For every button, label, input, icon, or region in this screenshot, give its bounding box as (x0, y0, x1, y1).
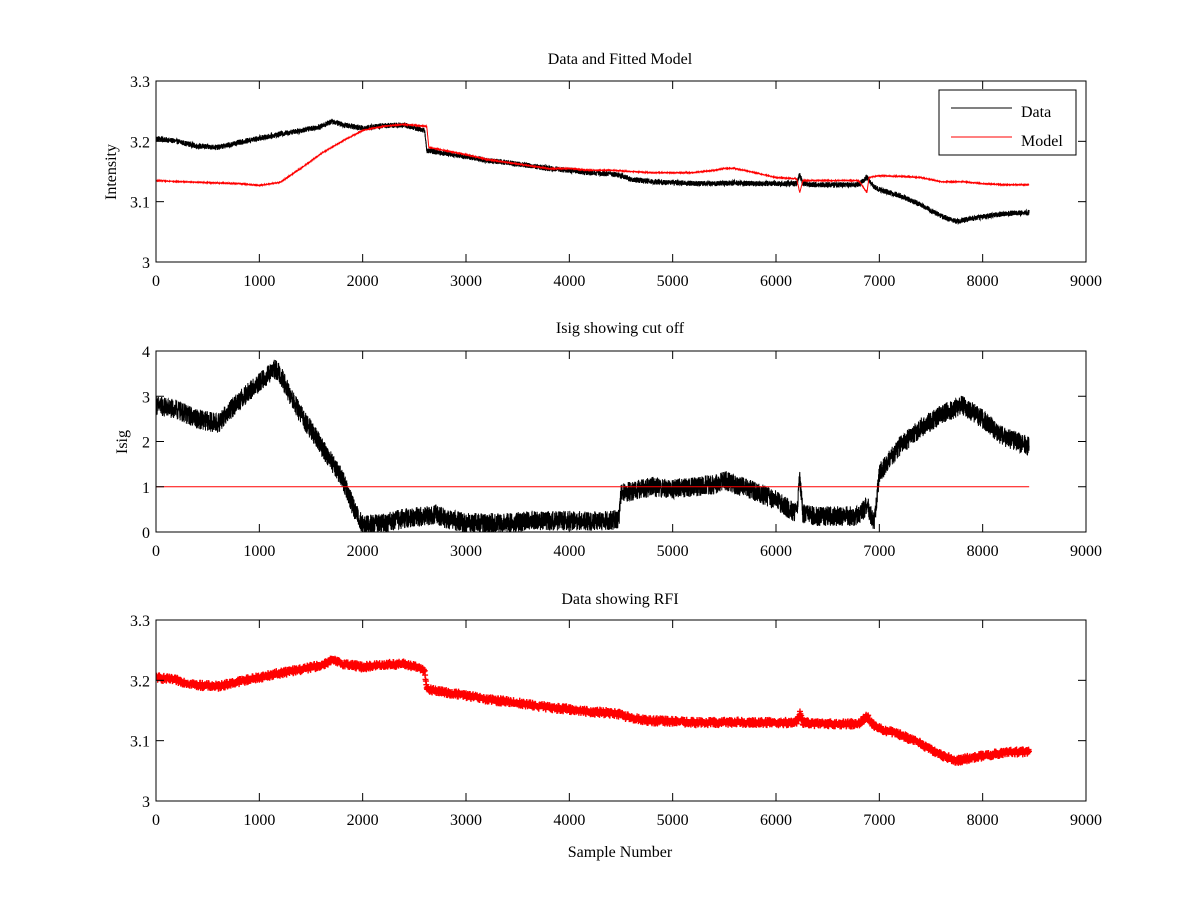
line-series-data (156, 118, 1030, 226)
x-tick-label: 6000 (760, 812, 792, 829)
legend-data-label: Data (1021, 104, 1051, 121)
scatter-series-series-1 (156, 655, 1032, 766)
subplot-title: Isig showing cut off (556, 320, 685, 337)
data-layer (156, 655, 1032, 766)
x-tick-label: 7000 (863, 812, 895, 829)
plot-area: 0 1000 2000 3000 4000 5000 6000 7000 8000 9000 3 3.… (130, 613, 1102, 829)
x-tick-label: 6000 (760, 273, 792, 290)
y-axis-label: Isig (114, 430, 131, 454)
data-point (1025, 748, 1032, 755)
data-layer (156, 359, 1030, 532)
y-tick-label: 3 (142, 794, 150, 811)
y-axis-label: Intensity (103, 144, 120, 200)
subplot-data-and-fitted-model: Data and Fitted Model Intensity 0 1000 200… (103, 51, 1102, 290)
y-tick-label: 3 (142, 389, 150, 406)
x-tick-label: 8000 (967, 543, 999, 560)
x-tick-label: 5000 (657, 543, 689, 560)
x-tick-label: 2000 (347, 543, 379, 560)
legend-model-label: Model (1021, 133, 1063, 150)
x-tick-label: 0 (152, 543, 160, 560)
x-axis-label: Sample Number (568, 844, 673, 861)
y-tick-label: 3.2 (130, 134, 150, 151)
x-tick-label: 0 (152, 812, 160, 829)
x-tick-label: 4000 (553, 812, 585, 829)
x-tick-label: 1000 (243, 812, 275, 829)
x-tick-label: 1000 (243, 273, 275, 290)
x-tick-label: 5000 (657, 273, 689, 290)
line-series-model (156, 122, 1030, 194)
y-tick-label: 0 (142, 525, 150, 542)
x-tick-label: 3000 (450, 812, 482, 829)
x-tick-label: 1000 (243, 543, 275, 560)
x-tick-label: 3000 (450, 273, 482, 290)
subplot-isig-showing-cut-off: Isig showing cut off Isig 0 1000 2000 3000 4… (114, 320, 1102, 560)
x-tick-label: 4000 (553, 273, 585, 290)
subplot-title: Data showing RFI (561, 591, 678, 608)
x-tick-label: 9000 (1070, 543, 1102, 560)
y-tick-label: 1 (142, 480, 150, 497)
y-tick-label: 2 (142, 435, 150, 452)
line-series-series-1 (156, 359, 1030, 532)
x-tick-label: 7000 (863, 543, 895, 560)
x-tick-label: 8000 (967, 812, 999, 829)
x-tick-label: 8000 (967, 273, 999, 290)
axes-frame (155, 80, 1087, 263)
x-tick-label: 3000 (450, 543, 482, 560)
subplot-title: Data and Fitted Model (548, 51, 693, 68)
y-tick-label: 3.1 (130, 734, 150, 751)
x-tick-label: 6000 (760, 543, 792, 560)
x-tick-label: 7000 (863, 273, 895, 290)
legend-box (938, 89, 1077, 156)
data-layer (156, 118, 1030, 226)
y-tick-label: 3.3 (130, 613, 150, 630)
y-tick-label: 3.3 (130, 74, 150, 91)
x-tick-label: 2000 (347, 273, 379, 290)
x-tick-label: 9000 (1070, 812, 1102, 829)
y-tick-label: 3.1 (130, 195, 150, 212)
x-tick-label: 5000 (657, 812, 689, 829)
y-tick-label: 4 (142, 344, 150, 361)
y-tick-label: 3.2 (130, 673, 150, 690)
plot-area: 0 1000 2000 3000 4000 5000 6000 7000 8000 9000 3 3.… (130, 74, 1102, 290)
axes-frame (155, 619, 1087, 802)
x-tick-label: 4000 (553, 543, 585, 560)
legend: Data Model (938, 89, 1077, 156)
x-tick-label: 2000 (347, 812, 379, 829)
plot-area: 0 1000 2000 3000 4000 5000 6000 7000 8000 9000 0 1 2… (142, 344, 1102, 560)
subplot-data-showing-rfi: Data showing RFI Sample Number 0 1000 2000… (130, 591, 1102, 861)
x-tick-label: 9000 (1070, 273, 1102, 290)
x-tick-label: 0 (152, 273, 160, 290)
y-tick-label: 3 (142, 255, 150, 272)
